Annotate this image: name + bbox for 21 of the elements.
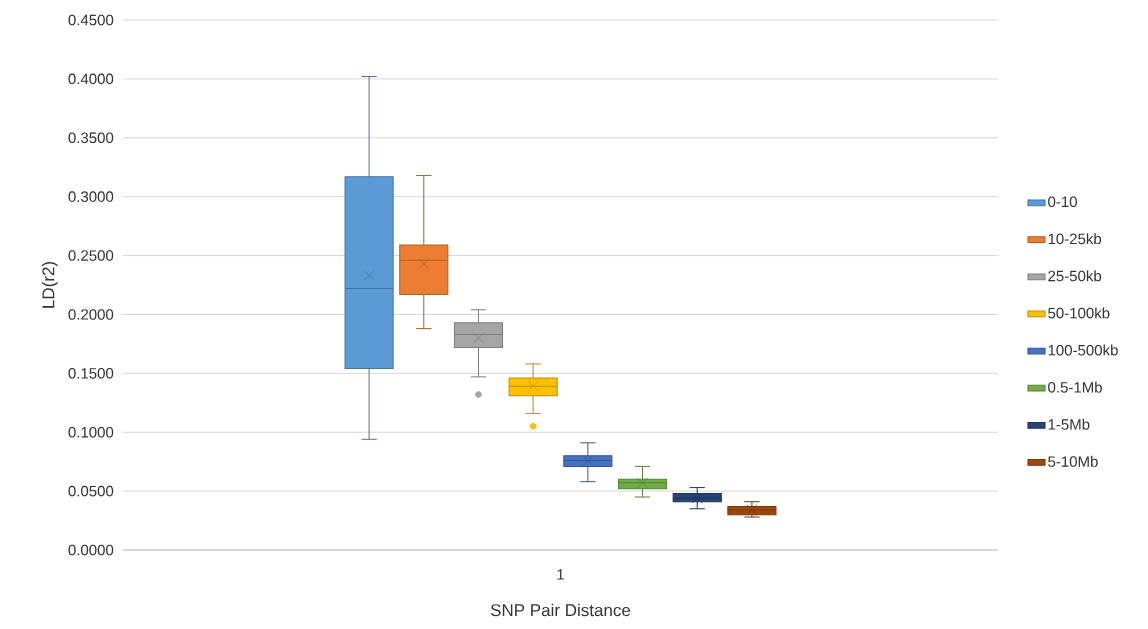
- y-tick-label: 0.1000: [68, 426, 114, 438]
- x-axis-title: SNP Pair Distance: [490, 603, 631, 617]
- legend-label: 0.5-1Mb: [1048, 381, 1102, 393]
- legend-label: 100-500kb: [1048, 344, 1118, 356]
- legend-label: 0-10: [1048, 196, 1077, 208]
- legend-label: 1-5Mb: [1048, 418, 1090, 430]
- legend-label: 5-10Mb: [1048, 455, 1098, 467]
- y-tick-label: 0.0500: [68, 485, 114, 497]
- x-tick-label: 1: [557, 569, 564, 580]
- legend-label: 25-50kb: [1048, 270, 1102, 282]
- y-tick-label: 0.2000: [68, 309, 114, 320]
- y-tick-label: 0.3000: [68, 191, 114, 202]
- legend-label: 10-25kb: [1048, 233, 1102, 245]
- legend-label: 50-100kb: [1048, 307, 1110, 319]
- y-axis-title: LD(r2): [41, 261, 58, 308]
- y-tick-label: 0.4500: [68, 14, 114, 26]
- y-tick-label: 0.2500: [68, 250, 114, 261]
- y-tick-label: 0.0000: [68, 544, 114, 556]
- y-tick-label: 0.4000: [68, 73, 114, 85]
- y-tick-label: 0.3500: [68, 132, 114, 144]
- y-tick-label: 0.1500: [68, 368, 114, 379]
